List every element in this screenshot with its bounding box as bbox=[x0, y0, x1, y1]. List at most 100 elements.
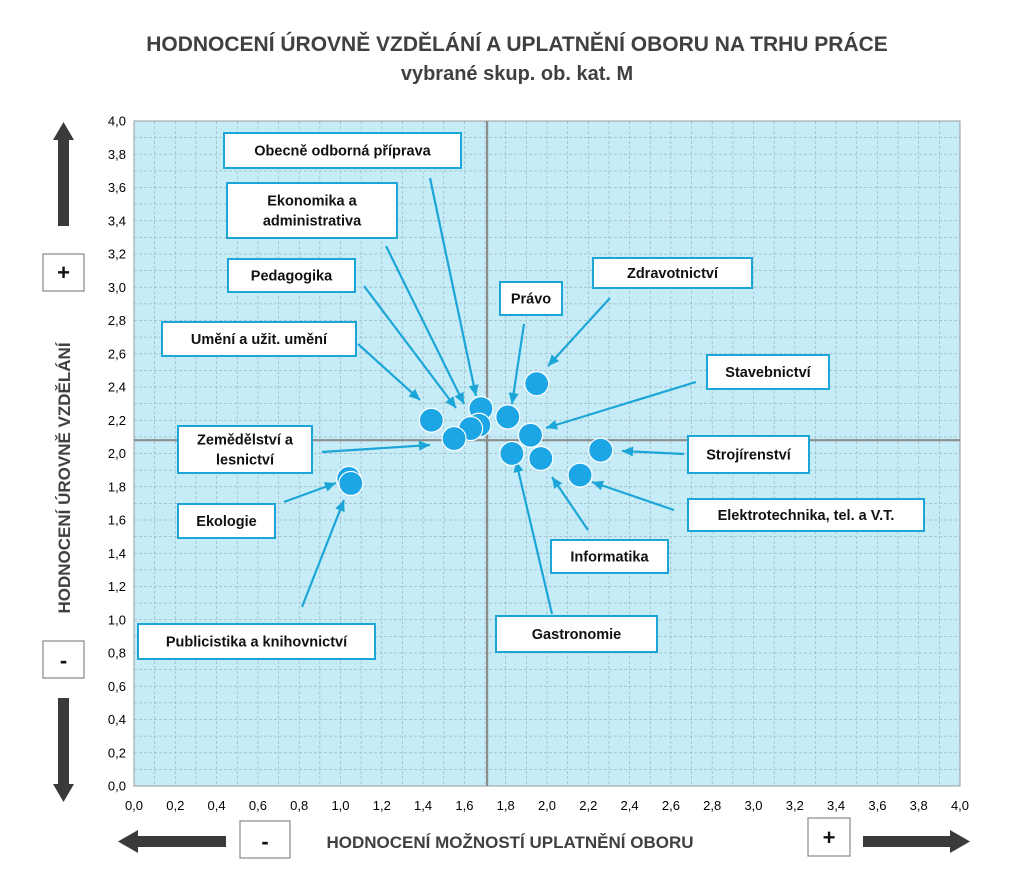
data-points bbox=[336, 371, 614, 497]
callout-label: Obecně odborná příprava bbox=[223, 132, 462, 169]
y-tick-label: 2,4 bbox=[108, 380, 126, 395]
y-tick-label: 3,2 bbox=[108, 247, 126, 262]
callout-label: Stavebnictví bbox=[706, 354, 830, 390]
callout-text: Pedagogika bbox=[251, 269, 333, 285]
x-tick-label: 1,6 bbox=[455, 798, 473, 813]
y-tick-label: 2,6 bbox=[108, 346, 126, 361]
chart-subtitle: vybrané skup. ob. kat. M bbox=[401, 63, 633, 85]
callout-leader-line bbox=[357, 343, 421, 401]
callout-arrowhead bbox=[592, 480, 605, 491]
callout-leader-lines bbox=[283, 177, 697, 615]
callout-arrowhead bbox=[335, 500, 345, 513]
callout-text: Publicistika a knihovnictví bbox=[166, 635, 348, 651]
y-tick-label: 1,6 bbox=[108, 513, 126, 528]
x-tick-label: 0,6 bbox=[249, 798, 267, 813]
callout-label: Zemědělství a lesnictví bbox=[177, 425, 313, 474]
callout-arrowhead bbox=[622, 446, 634, 457]
x-tick-label: 1,0 bbox=[331, 798, 349, 813]
callout-label: Publicistika a knihovnictví bbox=[137, 623, 376, 660]
callout-label: Právo bbox=[499, 281, 563, 316]
x-tick-label: 2,0 bbox=[538, 798, 556, 813]
y-tick-label: 3,0 bbox=[108, 280, 126, 295]
x-tick-label: 3,6 bbox=[868, 798, 886, 813]
callout-text: lesnictví bbox=[216, 453, 275, 469]
callout-arrowhead bbox=[546, 419, 558, 430]
x-axis-title: HODNOCENÍ MOŽNOSTÍ UPLATNĚNÍ OBORU bbox=[326, 833, 693, 852]
x-tick-label: 2,6 bbox=[662, 798, 680, 813]
callout-arrowhead bbox=[468, 384, 479, 396]
callout-leader-line bbox=[514, 460, 554, 615]
callout-text: Ekonomika a bbox=[267, 194, 357, 210]
callout-text: Právo bbox=[511, 292, 551, 308]
x-minus-sign: - bbox=[239, 820, 291, 859]
y-tick-label: 0,6 bbox=[108, 679, 126, 694]
x-tick-label: 2,8 bbox=[703, 798, 721, 813]
callout-label: Informatika bbox=[550, 539, 669, 574]
svg-text:+: + bbox=[57, 260, 70, 285]
x-tick-label: 3,8 bbox=[910, 798, 928, 813]
plot-border bbox=[133, 120, 961, 787]
callout-leader-line bbox=[428, 177, 478, 397]
x-tick-labels: 0,0 0,2 0,4 0,6 0,8 1,0 1,2 1,4 1,6 1,8 2,0 2,2 2,4 2… bbox=[125, 798, 969, 813]
callout-arrowhead bbox=[418, 440, 430, 451]
callout-arrowhead bbox=[323, 482, 336, 492]
callout-label: Pedagogika bbox=[227, 258, 356, 293]
callout-arrowhead bbox=[454, 391, 464, 404]
callout-arrowhead bbox=[445, 396, 456, 408]
y-tick-label: 1,4 bbox=[108, 546, 126, 561]
y-plus-sign: + bbox=[42, 253, 85, 292]
x-tick-label: 1,2 bbox=[373, 798, 391, 813]
x-tick-label: 3,2 bbox=[786, 798, 804, 813]
y-axis-title: HODNOCENÍ ÚROVNĚ VZDĚLÁNÍ bbox=[55, 341, 74, 613]
callout-leader-line bbox=[510, 323, 526, 405]
callout-arrowhead bbox=[408, 388, 420, 400]
data-point bbox=[418, 407, 444, 433]
svg-text:-: - bbox=[261, 829, 268, 854]
data-point bbox=[338, 470, 364, 497]
x-tick-label: 0,4 bbox=[208, 798, 226, 813]
y-tick-label: 0,2 bbox=[108, 745, 126, 760]
callout-text: Stavebnictví bbox=[725, 365, 811, 381]
y-minus-sign: - bbox=[42, 640, 85, 679]
y-tick-label: 0,4 bbox=[108, 712, 126, 727]
x-tick-label: 2,2 bbox=[579, 798, 597, 813]
y-tick-labels: 0,0 0,2 0,4 0,6 0,8 1,0 1,2 1,4 1,6 1,8 2,0 2,2 2,4 2… bbox=[108, 114, 126, 794]
y-tick-label: 0,0 bbox=[108, 779, 126, 794]
callout-arrowhead bbox=[552, 477, 563, 489]
callout-text: Umění a užit. umění bbox=[191, 332, 328, 348]
y-tick-label: 3,8 bbox=[108, 147, 126, 162]
left-arrow-icon bbox=[118, 830, 226, 853]
svg-text:-: - bbox=[60, 648, 67, 673]
y-tick-label: 3,4 bbox=[108, 213, 126, 228]
callout-text: Strojírenství bbox=[706, 448, 792, 464]
y-tick-label: 2,8 bbox=[108, 313, 126, 328]
x-tick-label: 4,0 bbox=[951, 798, 969, 813]
callout-leader-line bbox=[321, 443, 431, 454]
x-plus-sign: + bbox=[807, 817, 851, 857]
svg-text:+: + bbox=[823, 825, 836, 850]
right-arrow-icon bbox=[863, 830, 970, 853]
data-point bbox=[441, 425, 467, 452]
callout-leader-line bbox=[591, 480, 675, 512]
callout-label: Strojírenství bbox=[687, 435, 810, 474]
x-tick-label: 1,8 bbox=[497, 798, 515, 813]
data-point bbox=[517, 422, 544, 448]
x-tick-label: 0,8 bbox=[290, 798, 308, 813]
data-point bbox=[524, 371, 550, 397]
y-tick-label: 1,8 bbox=[108, 479, 126, 494]
y-tick-label: 1,0 bbox=[108, 612, 126, 627]
data-point bbox=[495, 404, 521, 430]
callout-text: administrativa bbox=[263, 214, 362, 230]
callout-label: Gastronomie bbox=[495, 615, 658, 653]
callout-text: Gastronomie bbox=[532, 627, 621, 643]
callout-leader-line bbox=[547, 297, 611, 367]
callout-text: Obecně odborná příprava bbox=[254, 144, 431, 160]
y-tick-label: 4,0 bbox=[108, 114, 126, 129]
y-tick-label: 3,6 bbox=[108, 180, 126, 195]
y-tick-label: 2,0 bbox=[108, 446, 126, 461]
callout-text: Zdravotnictví bbox=[627, 266, 719, 282]
callout-label: Ekologie bbox=[177, 503, 276, 539]
callout-label: Umění a užit. umění bbox=[161, 321, 357, 357]
data-point bbox=[588, 437, 614, 463]
x-tick-label: 3,4 bbox=[827, 798, 845, 813]
